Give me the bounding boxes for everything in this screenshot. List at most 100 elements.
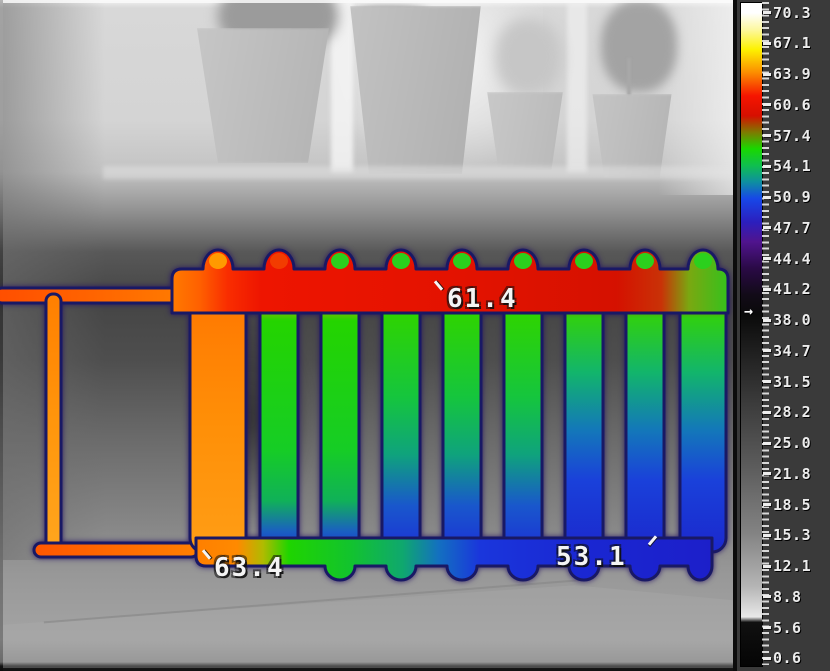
tick-value: 50.9: [773, 188, 812, 206]
tick-value: 63.9: [773, 65, 812, 83]
bump-tip-highlights: [209, 253, 712, 269]
radiator-section-5: [441, 293, 483, 554]
plant-stem: [627, 58, 631, 102]
radiator-thermal-svg: [0, 248, 730, 582]
scale-tick-label: 18.5: [763, 495, 812, 514]
tick-value: 38.0: [773, 311, 812, 329]
minor-ticks: [762, 2, 769, 665]
tick-value: 15.3: [773, 526, 812, 545]
window-bright-gap: [331, 0, 353, 172]
radiator-section-9: [678, 293, 728, 554]
radiator-section-7: [563, 293, 605, 554]
tick-mark: [763, 226, 771, 230]
radiator-section-1: [188, 293, 248, 554]
tick-mark: [763, 472, 771, 476]
scale-tick-label: 54.1: [763, 157, 812, 176]
tick-value: 34.7: [773, 341, 812, 360]
pipe-left-vertical: [44, 292, 63, 556]
radiator-section-6: [502, 293, 544, 554]
tick-value: 28.2: [773, 403, 812, 422]
spot-reading-bottom-left: 63.4: [214, 553, 285, 583]
tick-mark: [763, 72, 771, 76]
tick-value: 47.7: [773, 218, 812, 237]
tick-mark: [763, 349, 771, 353]
tick-mark: [763, 164, 771, 168]
tick-mark: [763, 287, 771, 291]
tick-mark: [763, 41, 771, 45]
plant-silhouette: [495, 18, 561, 96]
tick-value: 70.3: [773, 3, 812, 22]
scale-tick-label: 38.0: [763, 311, 812, 329]
tick-mark: [763, 410, 771, 414]
radiator-section-2: [258, 293, 300, 554]
radiator-section-3: [319, 293, 361, 554]
tick-value: 67.1: [773, 34, 812, 53]
scene-background: [0, 0, 736, 671]
tick-mark: [763, 626, 771, 629]
radiator-section-4: [380, 293, 422, 554]
tick-mark: [763, 595, 771, 599]
tick-mark: [763, 11, 771, 14]
tick-value: 18.5: [773, 495, 812, 514]
tick-value: 12.1: [773, 557, 812, 575]
tick-value: 25.0: [773, 434, 812, 452]
scale-tick-label: 31.5: [763, 372, 812, 391]
tick-mark: [763, 503, 771, 506]
tick-value: 54.1: [773, 157, 812, 176]
tick-value: 41.2: [773, 280, 812, 299]
thermal-colorbar: [740, 2, 763, 667]
scale-pointer-icon: →: [744, 302, 754, 320]
tick-value: 31.5: [773, 372, 812, 391]
scale-tick-label: 57.4: [763, 126, 812, 145]
scale-tick-label: 44.4: [763, 250, 811, 268]
left-wall-shade: [3, 0, 123, 560]
temperature-scale-panel: → 70.3 67.1 63.9 60.6 57.4 54.1 50.9 47.7 44.4 41…: [733, 0, 830, 671]
flower-pot: [487, 92, 563, 170]
scale-tick-label: 0.6: [763, 649, 802, 668]
tick-value: 0.6: [773, 649, 802, 668]
flower-pot: [350, 6, 481, 174]
tick-value: 5.6: [773, 618, 802, 637]
scale-tick-label: 47.7: [763, 218, 812, 237]
tick-value: 60.6: [773, 95, 812, 114]
flower-pot: [197, 28, 329, 163]
pipe-top: [0, 286, 198, 305]
tick-mark: [763, 380, 771, 383]
tick-mark: [763, 656, 771, 660]
tick-mark: [763, 134, 771, 137]
scale-tick-label: 63.9: [763, 65, 812, 83]
scale-tick-label: 15.3: [763, 526, 812, 545]
scale-tick-label: 28.2: [763, 403, 812, 422]
scale-tick-label: 25.0: [763, 434, 812, 452]
scale-tick-label: 12.1: [763, 557, 812, 575]
tick-mark: [763, 441, 771, 445]
spot-reading-bottom-right: 53.1: [556, 542, 627, 572]
radiator-section-8: [624, 293, 666, 554]
scale-tick-label: 50.9: [763, 188, 812, 206]
frame-top-line: [3, 0, 736, 3]
tick-mark: [763, 257, 771, 260]
tick-mark: [763, 533, 771, 537]
tick-value: 57.4: [773, 126, 812, 145]
scale-tick-label: 67.1: [763, 34, 812, 53]
window-bright-gap: [567, 0, 587, 172]
tick-mark: [763, 318, 771, 322]
tick-value: 21.8: [773, 464, 812, 483]
scale-tick-label: 21.8: [763, 464, 812, 483]
radiator-bottom-manifold: [194, 536, 714, 582]
scale-tick-label: 41.2: [763, 280, 812, 299]
tick-mark: [763, 564, 771, 568]
tick-mark: [763, 195, 771, 199]
scale-tick-label: 70.3: [763, 3, 812, 22]
plant-silhouette: [601, 0, 677, 92]
scale-tick-label: 5.6: [763, 618, 802, 637]
window-sill: [103, 166, 736, 179]
scale-tick-label: 34.7: [763, 341, 812, 360]
tick-mark: [763, 103, 771, 107]
spot-reading-top: 61.4: [447, 284, 518, 314]
scale-tick-label: 8.8: [763, 587, 802, 606]
flower-pot: [592, 94, 672, 178]
tick-value: 8.8: [773, 587, 802, 606]
scale-tick-label: 60.6: [763, 95, 812, 114]
